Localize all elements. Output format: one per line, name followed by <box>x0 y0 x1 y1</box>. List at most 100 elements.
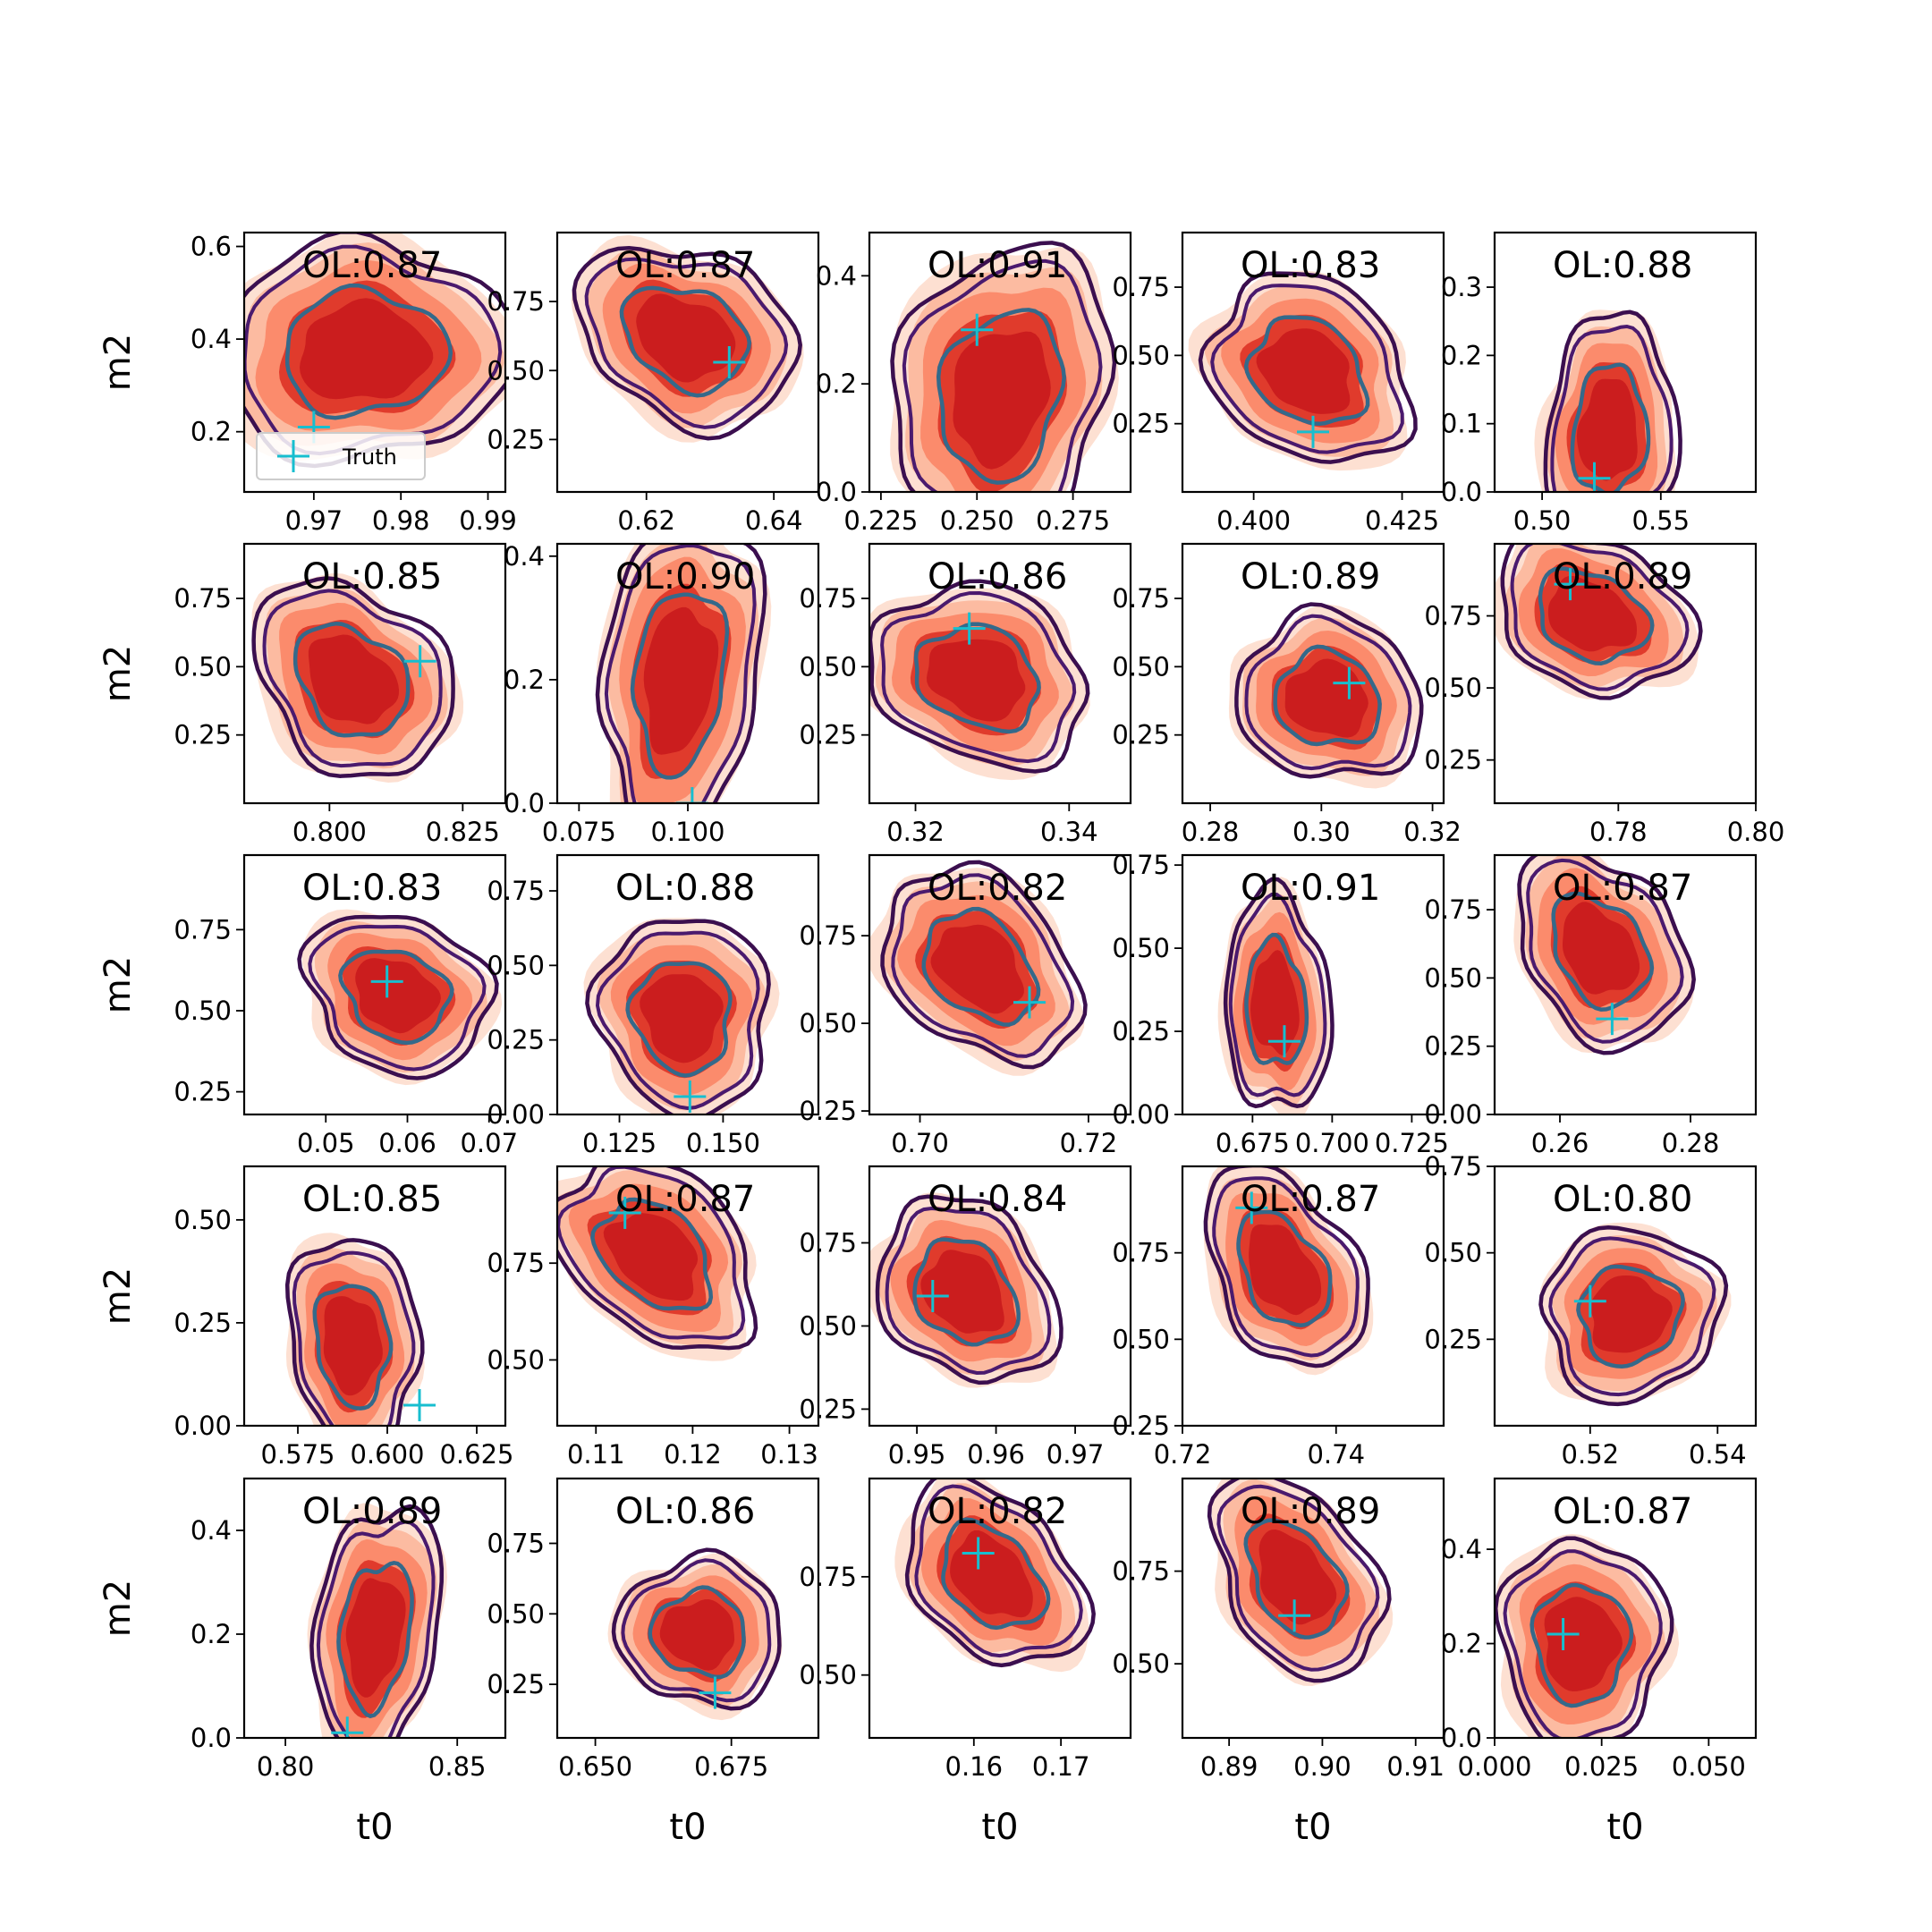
x-tick-label: 0.05 <box>297 1128 355 1158</box>
y-tick-label: 0.0 <box>504 788 545 818</box>
overlap-label: OL:0.85 <box>302 556 442 597</box>
y-tick-label: 0.75 <box>799 1562 857 1592</box>
subplot-3-5: 0.26 0.28 0.00 0.25 0.50 0.75 OL:0.87 <box>1424 853 1758 1158</box>
density-contours <box>1203 1166 1374 1376</box>
density-fill-level-5 <box>355 958 441 1034</box>
subplot-5-3: 0.16 0.17 0.50 0.75 OL:0.82 t0 <box>799 1477 1132 1848</box>
x-tick-label: 0.150 <box>686 1128 760 1158</box>
axes-frame <box>1181 1165 1445 1428</box>
density-contours <box>251 573 464 783</box>
x-tick-label: 0.050 <box>1672 1751 1746 1782</box>
density-contours <box>1495 1534 1680 1738</box>
y-tick-label: 0.25 <box>799 1394 857 1424</box>
middle-contour-line <box>1510 544 1690 691</box>
y-tick-label: 0.0 <box>816 477 857 507</box>
overlap-label: OL:0.80 <box>1553 1179 1692 1220</box>
inner-contour-line <box>921 906 1041 1027</box>
middle-contour-line <box>1526 858 1684 1044</box>
x-tick-label: 0.30 <box>1292 817 1351 847</box>
y-tick-label: 0.50 <box>1424 962 1482 993</box>
density-fill-level-5 <box>659 1599 735 1671</box>
y-tick-label: 0.75 <box>487 876 545 906</box>
outer-contour-line <box>880 860 1088 1070</box>
inner-contour-line <box>913 622 1041 734</box>
y-tick-label: 0.75 <box>1112 1556 1170 1587</box>
overlap-label: OL:0.85 <box>302 1179 442 1220</box>
subplot-1-5: 0.50 0.55 0.0 0.1 0.2 0.3 OL:0.88 <box>1441 231 1758 536</box>
x-tick-label: 0.62 <box>617 505 675 536</box>
truth-marker <box>608 1196 641 1229</box>
y-tick-label: 0.50 <box>174 651 232 682</box>
subplot-2-2: 0.075 0.100 0.0 0.2 0.4 OL:0.90 <box>504 541 820 847</box>
axes-frame <box>868 1165 1132 1428</box>
x-tick-label: 0.91 <box>1386 1751 1445 1782</box>
truth-marker <box>403 1388 436 1421</box>
y-tick-label: 0.50 <box>174 1205 232 1235</box>
x-tick-label: 0.72 <box>1060 1128 1118 1158</box>
overlap-label: OL:0.89 <box>1241 556 1380 597</box>
overlap-label: OL:0.91 <box>928 245 1067 286</box>
density-contours <box>1188 270 1418 471</box>
density-fill-level-5 <box>1250 950 1300 1055</box>
inner-contour-line <box>619 285 752 398</box>
density-fill-level-5 <box>636 293 736 383</box>
density-contours <box>1495 544 1703 700</box>
y-tick-label: 0.50 <box>799 651 857 682</box>
y-tick-label: 0.50 <box>1424 673 1482 703</box>
density-contours <box>607 1547 783 1721</box>
subplot-3-3: 0.70 0.72 0.25 0.50 0.75 OL:0.82 <box>799 853 1132 1158</box>
overlap-label: OL:0.86 <box>928 556 1067 597</box>
y-tick-label: 0.50 <box>1112 1648 1170 1679</box>
axes-frame <box>868 1477 1132 1740</box>
x-tick-label: 0.825 <box>426 817 500 847</box>
outer-contour-line <box>611 1547 782 1711</box>
overlap-label: OL:0.82 <box>928 1491 1067 1532</box>
x-tick-label: 0.34 <box>1040 817 1098 847</box>
x-tick-label: 0.98 <box>372 505 430 536</box>
y-tick-label: 0.75 <box>1424 894 1482 925</box>
y-tick-label: 0.25 <box>1424 1324 1482 1354</box>
inner-contour-line <box>1570 362 1651 492</box>
y-tick-label: 0.75 <box>799 1228 857 1258</box>
subplot-1-2: 0.62 0.64 0.25 0.50 0.75 OL:0.87 <box>487 231 820 536</box>
x-tick-label: 0.89 <box>1200 1751 1258 1782</box>
density-contours <box>1217 877 1335 1114</box>
y-tick-label: 0.6 <box>191 232 232 262</box>
inner-contour-line <box>336 1560 414 1719</box>
legend-box <box>256 432 426 480</box>
outer-contour-line <box>1223 877 1335 1109</box>
outer-contour-line <box>1543 309 1682 492</box>
x-tick-label: 0.85 <box>428 1751 487 1782</box>
truth-marker <box>1278 1599 1311 1632</box>
density-fill-level-5 <box>300 298 434 400</box>
y-tick-label: 0.75 <box>487 286 545 317</box>
y-tick-label: 0.75 <box>1424 1151 1482 1182</box>
density-contours <box>1207 1479 1394 1686</box>
middle-contour-line <box>557 1166 746 1340</box>
middle-contour-line <box>316 1520 436 1738</box>
x-tick-label: 0.50 <box>1513 505 1572 536</box>
truth-marker <box>1013 986 1046 1019</box>
axes-frame <box>868 231 1132 494</box>
y-tick-label: 0.25 <box>487 424 545 454</box>
truth-marker <box>1546 1618 1580 1650</box>
subplot-1-1: 0.97 0.98 0.99 0.2 0.4 0.6 OL:0.87 m2 Truth <box>97 232 517 536</box>
x-tick-label: 0.96 <box>967 1439 1025 1470</box>
x-tick-label: 0.80 <box>257 1751 315 1782</box>
y-tick-label: 0.00 <box>174 1411 232 1441</box>
x-tick-label: 0.625 <box>439 1439 513 1470</box>
density-fill-level-5 <box>1563 902 1640 995</box>
x-tick-label: 0.26 <box>1531 1128 1589 1158</box>
truth-marker <box>962 1537 995 1570</box>
middle-contour-line <box>1550 324 1674 492</box>
inner-contour-line <box>1243 315 1370 427</box>
outer-contour-line <box>904 1479 1096 1668</box>
outer-contour-line <box>1495 1536 1674 1738</box>
y-tick-label: 0.75 <box>174 583 232 614</box>
y-tick-label: 0.50 <box>1112 1324 1170 1354</box>
x-tick-label: 0.675 <box>1216 1128 1290 1158</box>
y-tick-label: 0.50 <box>799 1660 857 1690</box>
y-tick-label: 0.25 <box>1112 1411 1170 1441</box>
x-tick-label: 0.78 <box>1589 817 1648 847</box>
truth-marker <box>674 1080 707 1113</box>
